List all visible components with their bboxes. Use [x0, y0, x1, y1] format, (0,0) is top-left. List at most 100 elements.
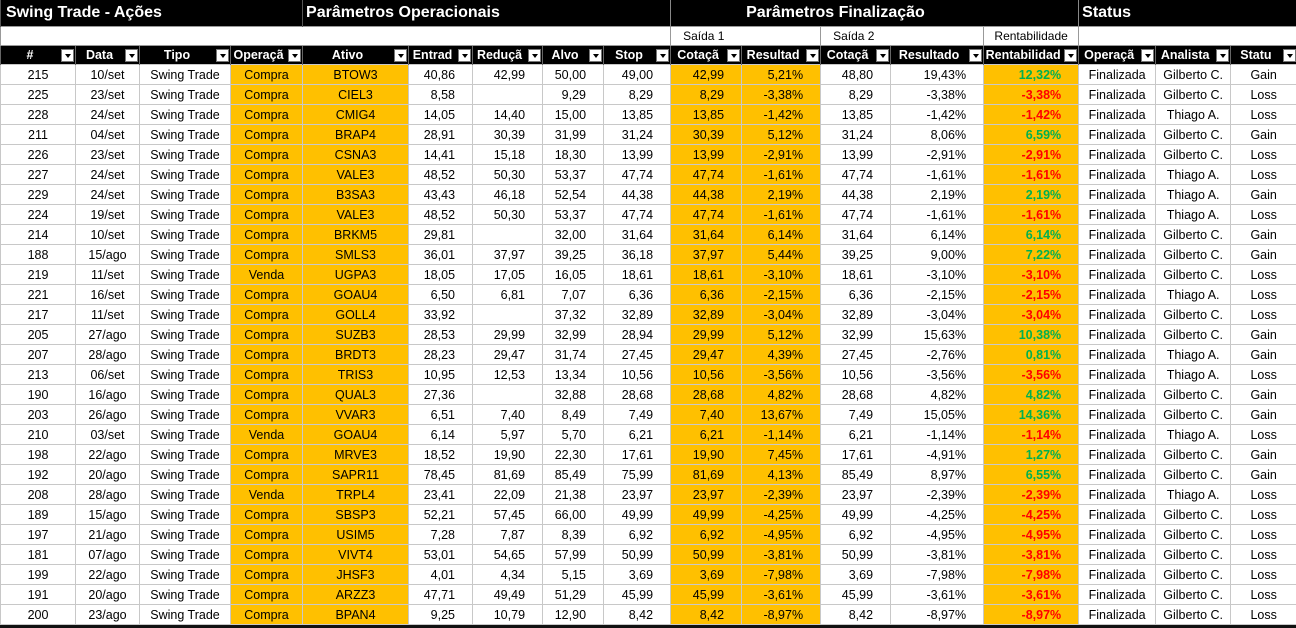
table-cell: 50,30: [472, 204, 544, 225]
table-cell: 203: [0, 404, 76, 425]
table-cell: Finalizada: [1078, 124, 1157, 145]
filter-button[interactable]: [1282, 49, 1296, 62]
table-cell: 6,51: [408, 404, 474, 425]
table-cell: [472, 224, 544, 245]
table-cell: Swing Trade: [139, 244, 231, 265]
table-cell: Swing Trade: [139, 104, 231, 125]
table-cell: [472, 84, 544, 105]
table-cell: 47,74: [603, 164, 672, 185]
table-cell: -8,97%: [741, 604, 822, 625]
column-header: Analista: [1155, 45, 1231, 65]
filter-button[interactable]: [656, 49, 670, 62]
table-cell: 23,97: [670, 484, 743, 505]
table-cell: Compra: [229, 504, 304, 525]
table-cell: -8,97%: [983, 604, 1080, 625]
table-cell: Finalizada: [1078, 104, 1157, 125]
table-cell: 11/set: [75, 304, 140, 325]
table-cell: Finalizada: [1078, 184, 1157, 205]
filter-button[interactable]: [216, 49, 229, 62]
table-cell: 8,29: [820, 84, 892, 105]
table-cell: Gilberto C.: [1155, 544, 1232, 565]
table-cell: 18,05: [408, 264, 474, 285]
filter-button[interactable]: [1141, 49, 1155, 62]
table-cell: Gilberto C.: [1155, 144, 1232, 165]
table-cell: 3,69: [603, 564, 672, 585]
table-cell: -2,91%: [890, 144, 985, 165]
table-cell: 224: [0, 204, 76, 225]
blank-cell: [1078, 26, 1296, 46]
column-label: Data: [85, 48, 114, 62]
table-cell: Compra: [229, 584, 304, 605]
table-cell: Compra: [229, 564, 304, 585]
table-cell: 6,92: [820, 524, 892, 545]
table-cell: Compra: [229, 464, 304, 485]
subgroup-header: Rentabilidade: [983, 26, 1080, 46]
table-cell: -1,61%: [741, 204, 822, 225]
table-cell: 13,34: [542, 364, 605, 385]
column-header: #: [0, 45, 76, 65]
filter-button[interactable]: [969, 49, 983, 62]
table-cell: 5,70: [542, 424, 605, 445]
subgroup-header: Saída 1: [670, 26, 822, 46]
filter-button[interactable]: [1216, 49, 1230, 62]
column-header: Cotaçã: [670, 45, 742, 65]
table-cell: [472, 384, 544, 405]
table-cell: 66,00: [542, 504, 605, 525]
filter-button[interactable]: [876, 49, 890, 62]
table-cell: 33,92: [408, 304, 474, 325]
table-cell: Finalizada: [1078, 144, 1157, 165]
filter-button[interactable]: [125, 49, 138, 62]
table-cell: TRPL4: [302, 484, 410, 505]
filter-button[interactable]: [1064, 49, 1078, 62]
table-cell: 207: [0, 344, 76, 365]
table-cell: 7,45%: [741, 444, 822, 465]
filter-button[interactable]: [806, 49, 820, 62]
table-cell: 18,61: [820, 264, 892, 285]
table-cell: 6,14%: [890, 224, 985, 245]
table-cell: Finalizada: [1078, 304, 1157, 325]
table-cell: Finalizada: [1078, 424, 1157, 445]
table-cell: Gain: [1230, 184, 1296, 205]
filter-button[interactable]: [288, 49, 302, 62]
table-cell: 6,14: [408, 424, 474, 445]
filter-button[interactable]: [458, 49, 472, 62]
table-cell: 2,19%: [890, 184, 985, 205]
table-cell: Loss: [1230, 84, 1296, 105]
filter-button[interactable]: [727, 49, 741, 62]
table-body: 215 10/set Swing Trade Compra BTOW3 40,86 42,9…: [0, 64, 1296, 625]
table-cell: 37,97: [472, 244, 544, 265]
table-cell: 221: [0, 284, 76, 305]
table-cell: Finalizada: [1078, 164, 1157, 185]
table-cell: Compra: [229, 404, 304, 425]
table-cell: 28,68: [603, 384, 672, 405]
table-cell: 8,58: [408, 84, 474, 105]
table-cell: Finalizada: [1078, 544, 1157, 565]
table-cell: 10/set: [75, 224, 140, 245]
table-cell: -4,25%: [890, 504, 985, 525]
table-cell: 39,25: [542, 244, 605, 265]
table-cell: 40,86: [408, 64, 474, 85]
table-cell: MRVE3: [302, 444, 410, 465]
table-row: 224 19/set Swing Trade Compra VALE3 48,52 50,3…: [0, 204, 1296, 225]
table-cell: Finalizada: [1078, 384, 1157, 405]
column-header: Reduçã: [472, 45, 543, 65]
column-header: Alvo: [542, 45, 604, 65]
table-cell: 5,97: [472, 424, 544, 445]
table-cell: -1,42%: [741, 104, 822, 125]
column-header: Resultad: [741, 45, 821, 65]
table-cell: Thiago A.: [1155, 364, 1232, 385]
table-cell: Thiago A.: [1155, 284, 1232, 305]
table-cell: Thiago A.: [1155, 104, 1232, 125]
table-cell: 37,32: [542, 304, 605, 325]
filter-button[interactable]: [589, 49, 603, 62]
table-cell: Swing Trade: [139, 344, 231, 365]
table-cell: Finalizada: [1078, 404, 1157, 425]
filter-button[interactable]: [61, 49, 74, 62]
table-cell: Thiago A.: [1155, 184, 1232, 205]
column-header: Entrad: [408, 45, 473, 65]
filter-button[interactable]: [394, 49, 408, 62]
table-cell: 4,82%: [983, 384, 1080, 405]
filter-button[interactable]: [528, 49, 542, 62]
table-cell: Compra: [229, 64, 304, 85]
